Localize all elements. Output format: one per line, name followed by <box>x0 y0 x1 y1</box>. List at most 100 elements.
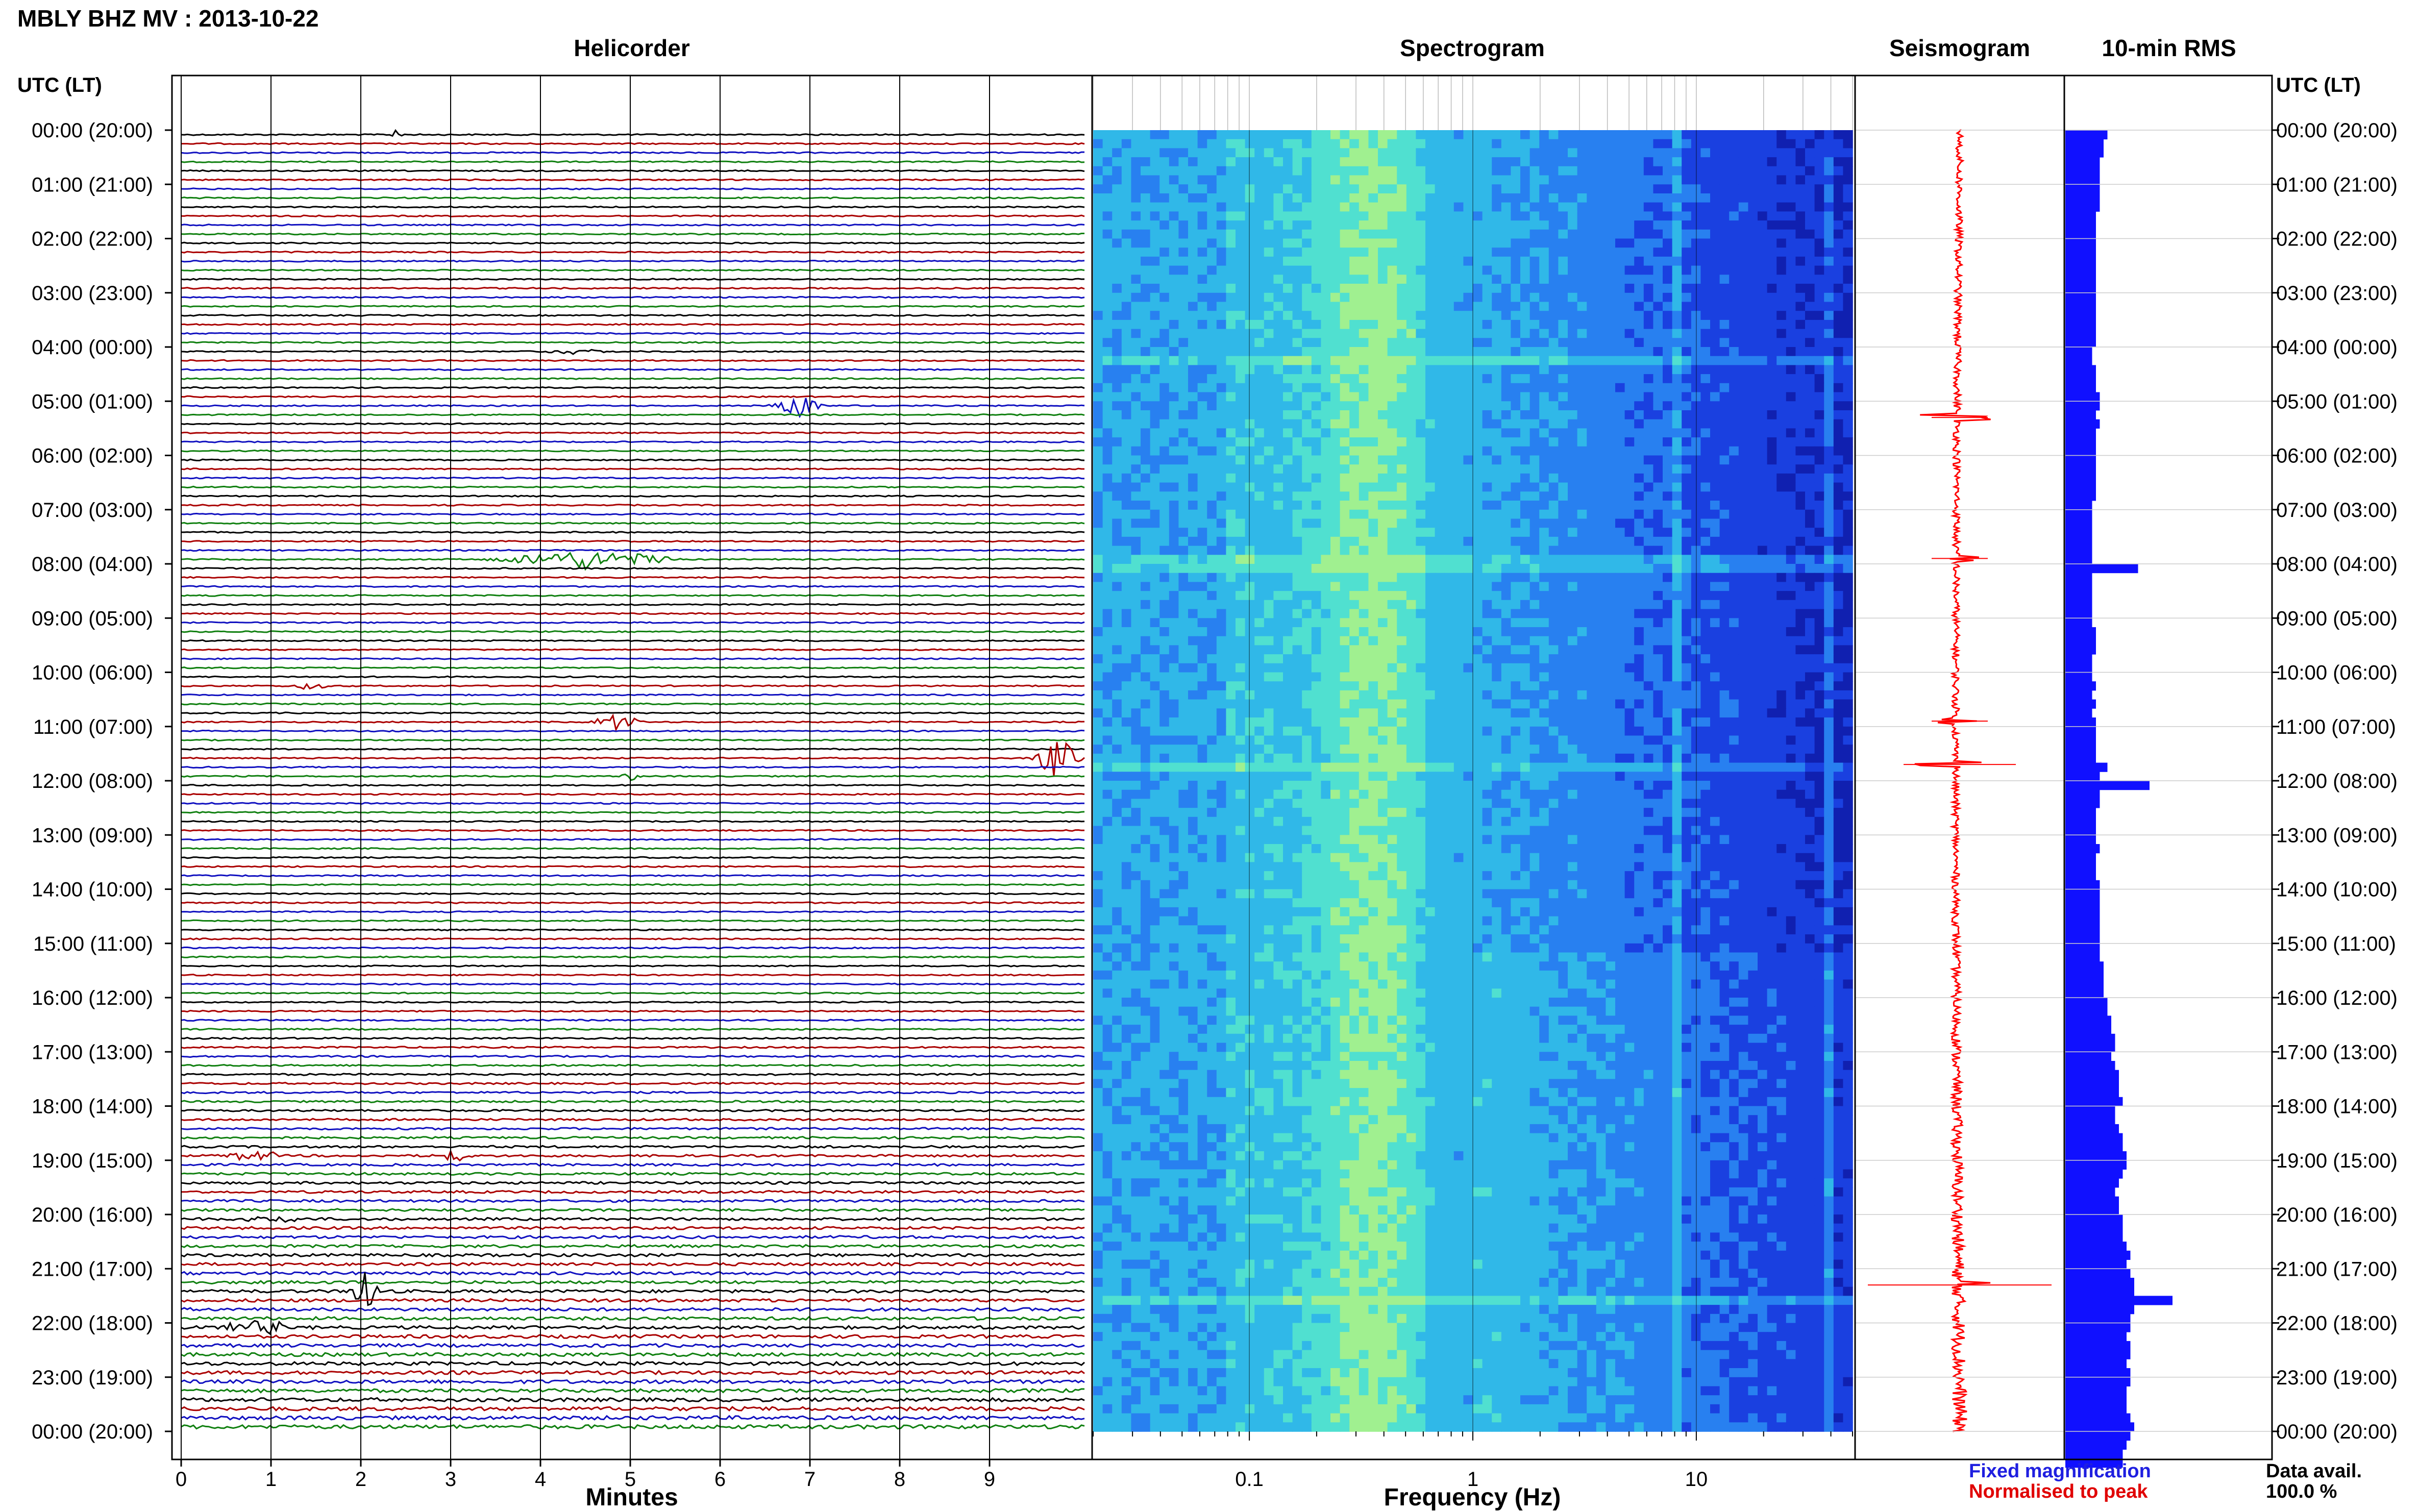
spectrogram-cell <box>1444 374 1454 384</box>
spectrogram-cell <box>1520 329 1531 339</box>
spectrogram-cell <box>1606 501 1616 510</box>
spectrogram-cell <box>1236 401 1246 411</box>
spectrogram-cell <box>1236 645 1246 655</box>
spectrogram-cell <box>1615 627 1625 637</box>
spectrogram-cell <box>1368 247 1378 257</box>
spectrogram-cell <box>1482 536 1492 547</box>
spectrogram-cell <box>1311 482 1322 492</box>
spectrogram-cell <box>1141 419 1151 429</box>
spectrogram-cell <box>1672 573 1682 583</box>
spectrogram-cell <box>1548 672 1559 682</box>
spectrogram-cell <box>1843 410 1853 420</box>
spectrogram-cell <box>1330 383 1341 393</box>
spectrogram-cell <box>1719 663 1730 673</box>
spectrogram-cell <box>1197 636 1207 646</box>
spectrogram-cell <box>1425 509 1436 519</box>
spectrogram-cell <box>1178 347 1189 357</box>
spectrogram-cell <box>1102 609 1113 618</box>
spectrogram-cell <box>1729 482 1739 492</box>
spectrogram-cell <box>1833 229 1844 239</box>
spectrogram-cell <box>1264 148 1274 158</box>
spectrogram-cell <box>1397 636 1407 646</box>
spectrogram-cell <box>1795 491 1806 501</box>
spectrogram-cell <box>1273 365 1283 375</box>
spectrogram-cell <box>1359 618 1369 628</box>
spectrogram-cell <box>1805 555 1815 564</box>
spectrogram-cell <box>1387 401 1397 411</box>
spectrogram-cell <box>1397 319 1407 330</box>
spectrogram-cell <box>1624 374 1635 384</box>
spectrogram-cell <box>1178 148 1189 158</box>
spectrogram-cell <box>1141 374 1151 384</box>
spectrogram-cell <box>1359 600 1369 610</box>
spectrogram-cell <box>1378 428 1388 438</box>
spectrogram-cell <box>1501 609 1512 618</box>
spectrogram-cell <box>1283 338 1293 348</box>
spectrogram-cell <box>1112 220 1122 230</box>
spectrogram-cell <box>1226 663 1236 673</box>
spectrogram-cell <box>1833 564 1844 574</box>
spectrogram-cell <box>1786 491 1796 501</box>
spectrogram-cell <box>1606 627 1616 637</box>
spectrogram-cell <box>1643 491 1654 501</box>
spectrogram-cell <box>1615 582 1625 591</box>
spectrogram-cell <box>1738 482 1749 492</box>
spectrogram-cell <box>1349 419 1360 429</box>
spectrogram-cell <box>1216 663 1227 673</box>
spectrogram-cell <box>1425 401 1436 411</box>
spectrogram-cell <box>1321 455 1331 465</box>
spectrogram-cell <box>1634 220 1644 230</box>
spectrogram-cell <box>1520 229 1531 239</box>
spectrogram-cell <box>1682 437 1692 447</box>
spectrogram-cell <box>1311 618 1322 628</box>
spectrogram-cell <box>1245 193 1255 203</box>
spectrogram-cell <box>1596 220 1607 230</box>
spectrogram-cell <box>1216 392 1227 402</box>
spectrogram-cell <box>1283 464 1293 474</box>
spectrogram-cell <box>1624 582 1635 591</box>
spectrogram-cell <box>1311 229 1322 239</box>
spectrogram-cell <box>1624 609 1635 618</box>
spectrogram-cell <box>1482 518 1492 528</box>
spectrogram-cell <box>1776 193 1787 203</box>
spectrogram-cell <box>1568 509 1578 519</box>
spectrogram-cell <box>1738 636 1749 646</box>
spectrogram-cell <box>1435 275 1445 284</box>
helicorder-trace <box>181 567 1085 570</box>
spectrogram-cell <box>1264 256 1274 266</box>
spectrogram-cell <box>1368 229 1378 239</box>
spectrogram-cell <box>1340 130 1350 140</box>
spectrogram-cell <box>1197 175 1207 185</box>
spectrogram-cell <box>1159 193 1170 203</box>
spectrogram-cell <box>1121 591 1132 601</box>
spectrogram-cell <box>1131 247 1141 257</box>
spectrogram-cell <box>1520 419 1531 429</box>
spectrogram-cell <box>1368 609 1378 618</box>
spectrogram-cell <box>1311 410 1322 420</box>
spectrogram-cell <box>1833 446 1844 456</box>
spectrogram-cell <box>1587 374 1597 384</box>
spectrogram-cell <box>1387 365 1397 375</box>
spectrogram-cell <box>1529 555 1540 564</box>
spectrogram-cell <box>1700 410 1711 420</box>
spectrogram-cell <box>1254 609 1265 618</box>
spectrogram-cell <box>1824 555 1834 564</box>
spectrogram-cell <box>1473 148 1483 158</box>
spectrogram-cell <box>1700 392 1711 402</box>
spectrogram-cell <box>1264 319 1274 330</box>
spectrogram-cell <box>1453 501 1464 510</box>
spectrogram-cell <box>1634 284 1644 293</box>
spectrogram-cell <box>1758 491 1768 501</box>
spectrogram-cell <box>1236 627 1246 637</box>
spectrogram-cell <box>1292 473 1302 483</box>
spectrogram-cell <box>1682 518 1692 528</box>
spectrogram-cell <box>1596 609 1607 618</box>
spectrogram-cell <box>1529 365 1540 375</box>
spectrogram-cell <box>1501 573 1512 583</box>
spectrogram-cell <box>1283 645 1293 655</box>
spectrogram-cell <box>1416 482 1426 492</box>
spectrogram-cell <box>1814 410 1824 420</box>
spectrogram-cell <box>1758 627 1768 637</box>
spectrogram-cell <box>1236 636 1246 646</box>
spectrogram-cell <box>1453 573 1464 583</box>
